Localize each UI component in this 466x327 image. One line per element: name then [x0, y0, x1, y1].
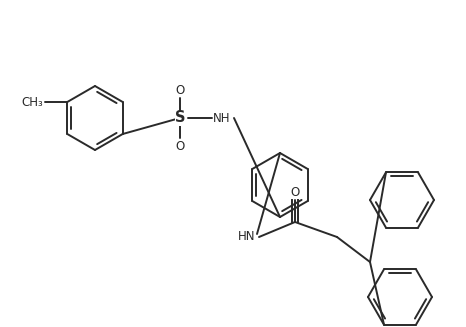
Text: S: S — [175, 111, 185, 126]
Text: O: O — [290, 185, 300, 198]
Text: HN: HN — [238, 231, 256, 244]
Text: O: O — [175, 140, 185, 152]
Text: O: O — [175, 83, 185, 96]
Text: NH: NH — [213, 112, 231, 125]
Text: CH₃: CH₃ — [21, 95, 43, 109]
